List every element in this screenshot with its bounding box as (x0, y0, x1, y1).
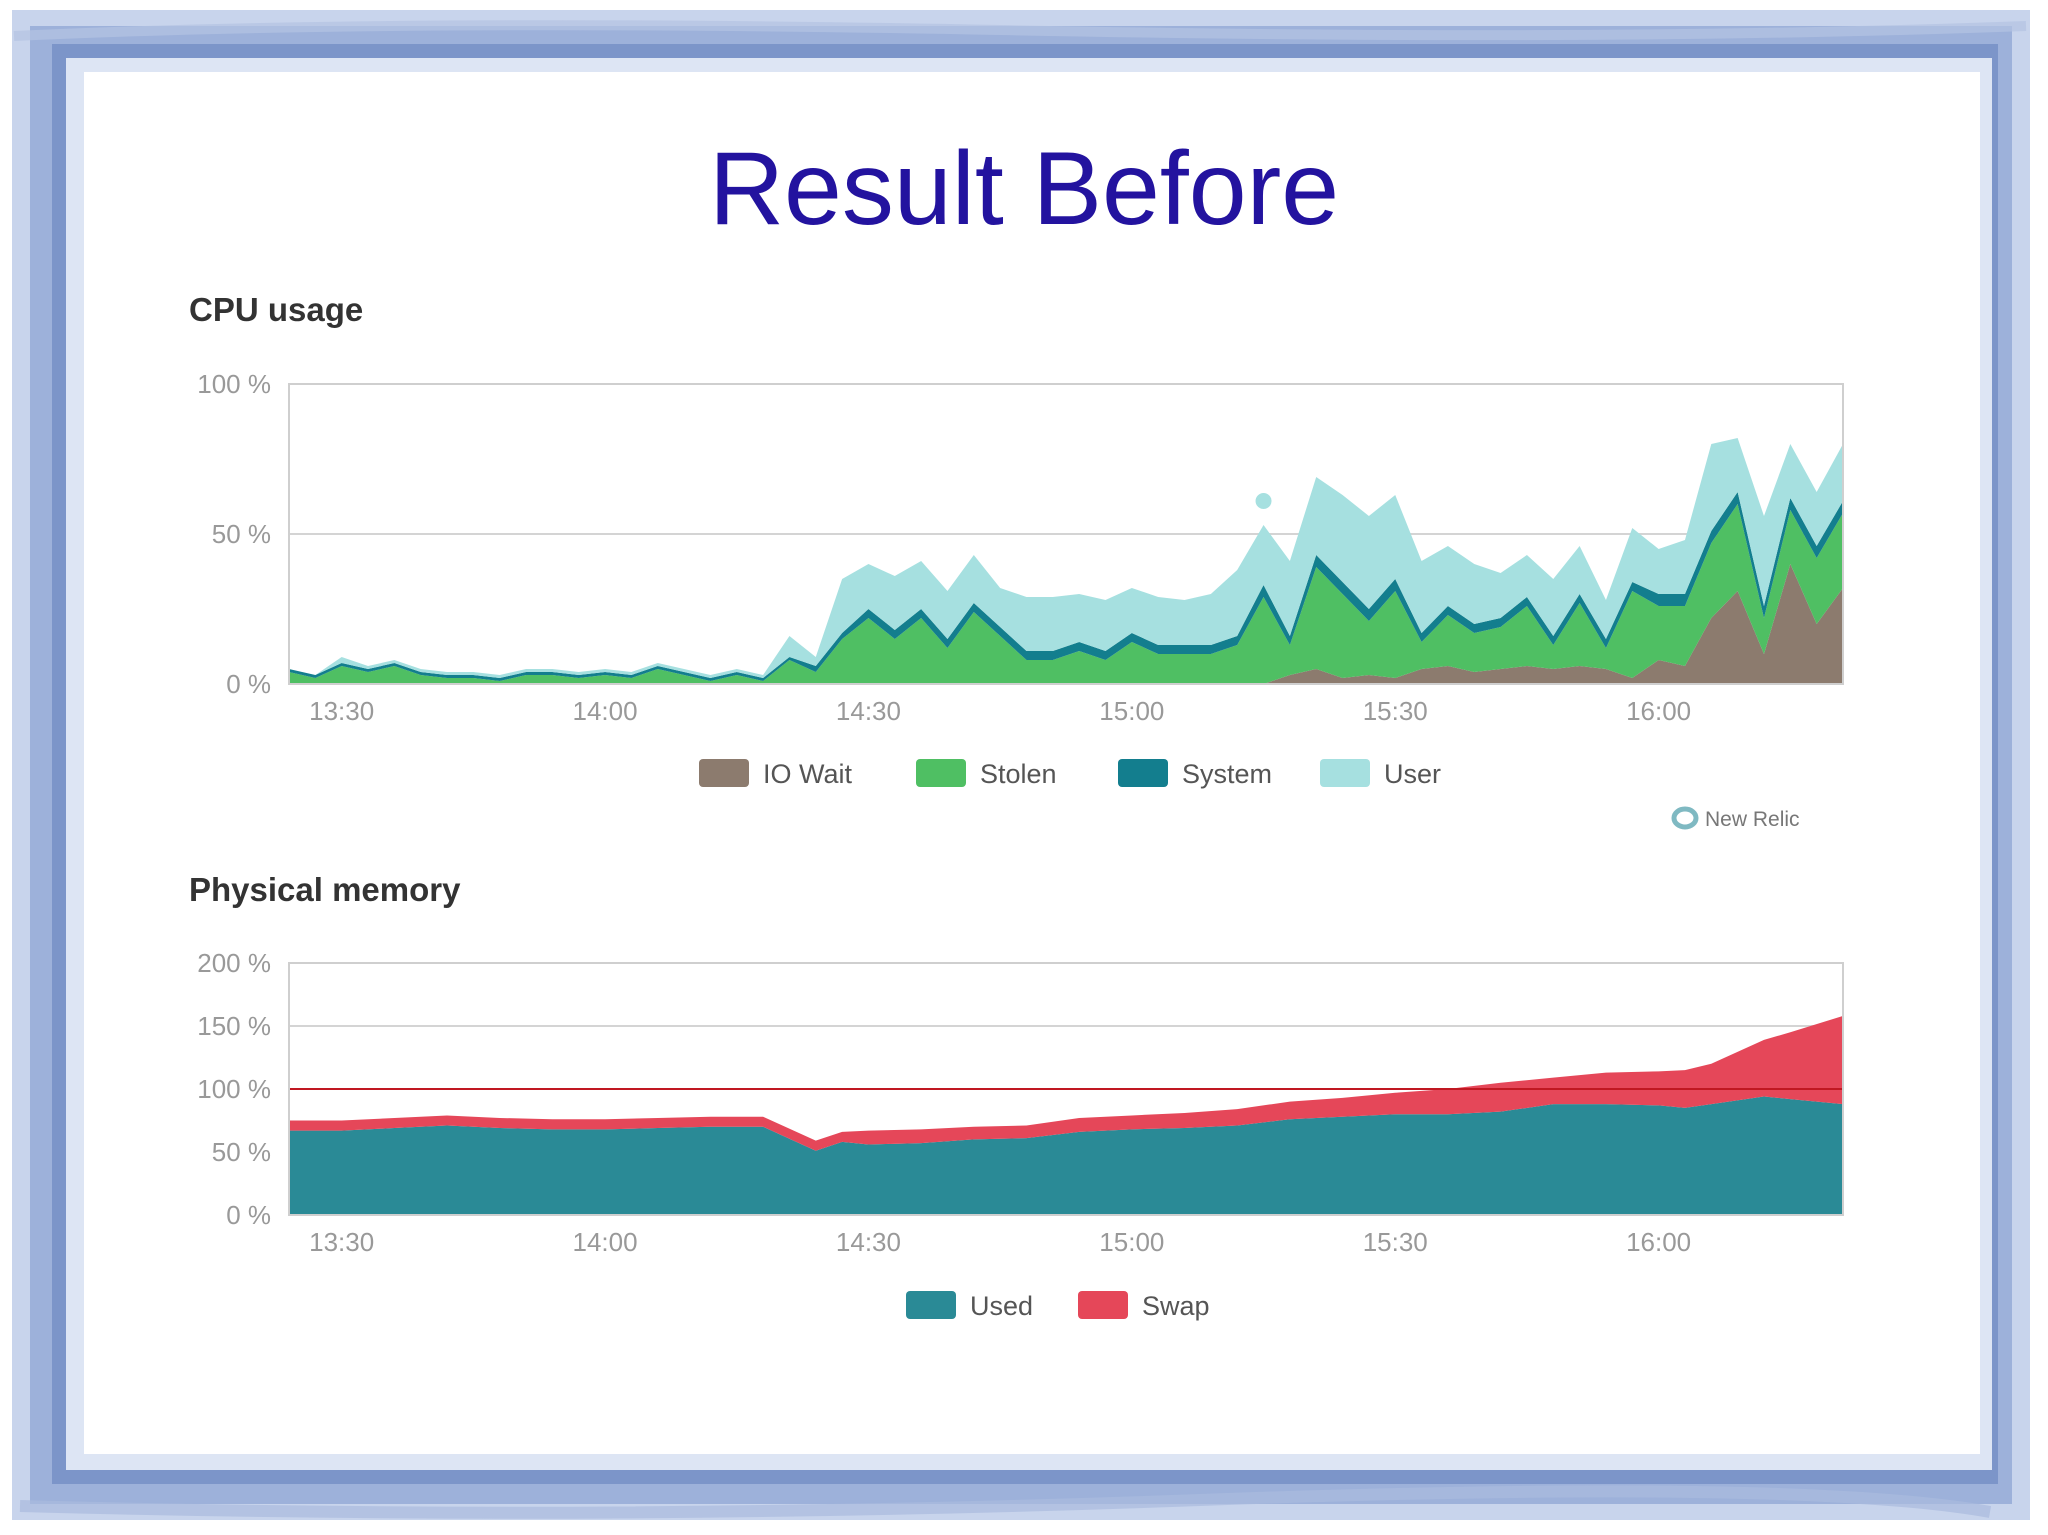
y-tick-label: 200 % (197, 948, 271, 978)
new-relic-ring-icon (1671, 806, 1699, 830)
legend-swatch (1118, 759, 1168, 787)
x-tick-label: 16:00 (1626, 696, 1691, 726)
physical-memory-chart: Physical memory 0 % 50 % 100 % 150 % 200 % 1… (189, 871, 1844, 1321)
series-area-used (289, 1096, 1843, 1215)
x-axis: 13:30 14:00 14:30 15:00 15:30 16:00 (309, 696, 1691, 726)
plot-border (288, 962, 1844, 1216)
x-tick-label: 15:00 (1099, 1227, 1164, 1257)
y-tick-label: 100 % (197, 369, 271, 399)
legend-label: System (1182, 759, 1272, 789)
legend-swatch (1078, 1291, 1128, 1319)
y-axis: 0 % 50 % 100 % (197, 369, 271, 699)
x-axis: 13:30 14:00 14:30 15:00 15:30 16:00 (309, 1227, 1691, 1257)
x-tick-label: 15:30 (1363, 1227, 1428, 1257)
plot-area (288, 962, 1844, 1216)
legend-label: Stolen (980, 759, 1057, 789)
legend-label: User (1384, 759, 1441, 789)
plot-border (288, 383, 1844, 685)
legend-label: IO Wait (763, 759, 853, 789)
x-tick-label: 13:30 (309, 1227, 374, 1257)
x-tick-label: 14:30 (836, 696, 901, 726)
y-tick-label: 0 % (226, 669, 271, 699)
event-marker[interactable] (1255, 493, 1272, 509)
legend-swatch (1320, 759, 1370, 787)
legend-item-user[interactable]: User (1320, 759, 1441, 789)
cpu-usage-chart: CPU usage 0 % 50 % 100 % 13:30 14:00 14:30 15… (189, 291, 1844, 831)
slide-title: Result Before (709, 131, 1339, 247)
y-tick-label: 50 % (212, 1137, 271, 1167)
chart-title: Physical memory (189, 871, 461, 908)
y-axis: 0 % 50 % 100 % 150 % 200 % (197, 948, 271, 1230)
x-tick-label: 13:30 (309, 696, 374, 726)
y-tick-label: 50 % (212, 519, 271, 549)
legend-label: Used (970, 1291, 1033, 1321)
x-tick-label: 14:30 (836, 1227, 901, 1257)
series-area-user (289, 438, 1843, 678)
plot-area (288, 383, 1844, 685)
legend: IO Wait Stolen System User (699, 759, 1441, 789)
legend-item-system[interactable]: System (1118, 759, 1272, 789)
series-area-io-wait (289, 564, 1843, 684)
x-tick-label: 14:00 (573, 1227, 638, 1257)
x-tick-label: 16:00 (1626, 1227, 1691, 1257)
y-tick-label: 100 % (197, 1074, 271, 1104)
legend: Used Swap (906, 1291, 1210, 1321)
x-tick-label: 15:30 (1363, 696, 1428, 726)
legend-swatch (906, 1291, 956, 1319)
y-tick-label: 150 % (197, 1011, 271, 1041)
series-area-stolen (289, 504, 1843, 684)
legend-item-swap[interactable]: Swap (1078, 1291, 1210, 1321)
legend-swatch (699, 759, 749, 787)
new-relic-branding[interactable]: New Relic (1671, 806, 1800, 831)
series-area-swap (289, 1015, 1843, 1151)
x-tick-label: 15:00 (1099, 696, 1164, 726)
legend-swatch (916, 759, 966, 787)
legend-item-io-wait[interactable]: IO Wait (699, 759, 853, 789)
legend-item-used[interactable]: Used (906, 1291, 1033, 1321)
legend-item-stolen[interactable]: Stolen (916, 759, 1057, 789)
chart-title: CPU usage (189, 291, 363, 328)
x-tick-label: 14:00 (573, 696, 638, 726)
y-tick-label: 0 % (226, 1200, 271, 1230)
legend-label: Swap (1142, 1291, 1210, 1321)
new-relic-label: New Relic (1705, 808, 1800, 831)
